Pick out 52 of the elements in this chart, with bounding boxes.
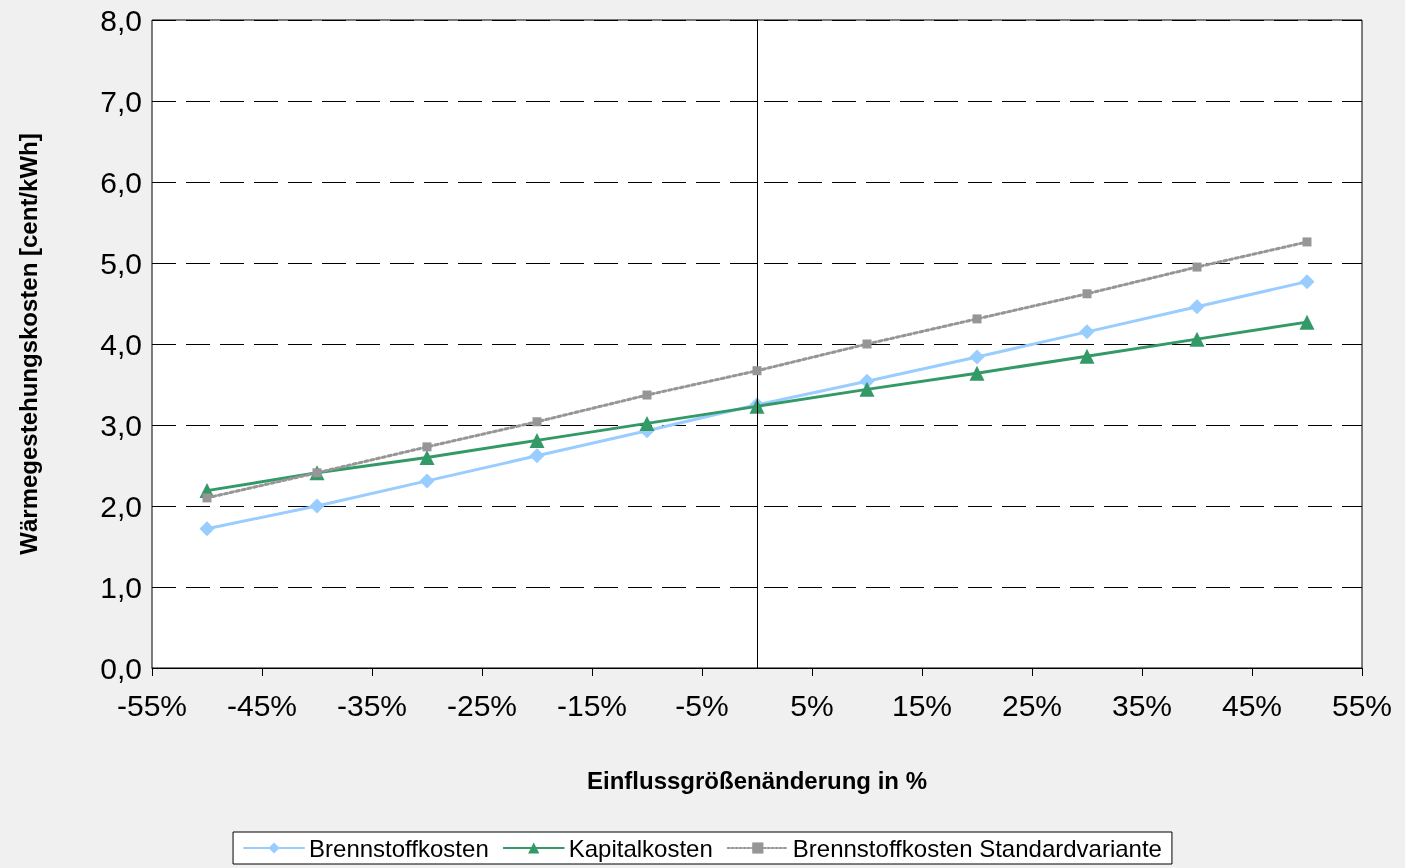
point <box>419 449 435 465</box>
x-tick-label: -45% <box>226 688 298 722</box>
point <box>529 432 545 448</box>
legend-label: Brennstoffkosten Standardvariante <box>792 834 1162 862</box>
point <box>972 314 982 324</box>
point <box>859 381 875 397</box>
point <box>1192 262 1202 272</box>
x-tick-label: 35% <box>1111 688 1173 722</box>
point <box>1079 324 1095 340</box>
legend-label: Brennstoffkosten <box>309 834 489 862</box>
point <box>862 339 872 349</box>
x-tick-label: -25% <box>446 688 518 722</box>
point <box>309 498 325 514</box>
y-tick-label: 2,0 <box>100 489 142 523</box>
x-tick-label: 15% <box>891 688 953 722</box>
y-tick-label: 1,0 <box>100 570 142 604</box>
x-axis-title: Einflussgrößenänderung in % <box>586 766 928 794</box>
y-tick-label: 5,0 <box>100 246 142 280</box>
x-tick-label: 55% <box>1331 688 1393 722</box>
y-tick-label: 7,0 <box>100 84 142 118</box>
point <box>1302 237 1312 247</box>
y-tick-label: 8,0 <box>100 3 142 37</box>
x-tick-label: -35% <box>336 688 408 722</box>
y-tick-label: 0,0 <box>100 651 142 685</box>
x-tick-label: -55% <box>116 688 188 722</box>
y-tick-label: 3,0 <box>100 408 142 442</box>
point <box>969 349 985 365</box>
point <box>422 442 432 452</box>
point <box>752 366 762 376</box>
legend-label: Kapitalkosten <box>568 834 713 862</box>
x-tick-label: 25% <box>1001 688 1063 722</box>
point <box>1082 289 1092 299</box>
point <box>529 448 545 464</box>
x-tick-label: 45% <box>1221 688 1283 722</box>
point <box>419 473 435 489</box>
y-axis-title: Wärmegestehungskosten [cent/kWh] <box>14 133 42 555</box>
y-tick-label: 6,0 <box>100 165 142 199</box>
y-tick-label: 4,0 <box>100 327 142 361</box>
x-tick-label: 5% <box>790 688 834 722</box>
point <box>1079 348 1095 364</box>
x-tick-label: -5% <box>675 688 729 722</box>
point <box>202 493 212 503</box>
point <box>1189 299 1205 315</box>
point <box>642 390 652 400</box>
point <box>639 415 655 431</box>
point <box>1189 331 1205 347</box>
point <box>969 365 985 381</box>
x-tick-label: -15% <box>556 688 628 722</box>
point <box>1299 314 1315 330</box>
point <box>1299 274 1315 290</box>
point <box>199 521 215 537</box>
point <box>532 417 542 427</box>
